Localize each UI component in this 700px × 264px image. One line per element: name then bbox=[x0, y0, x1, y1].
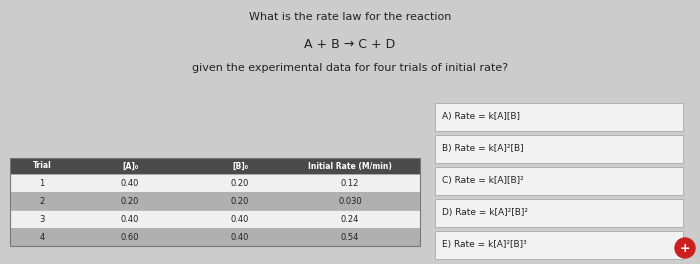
Text: [A]₀: [A]₀ bbox=[122, 162, 138, 171]
Text: 2: 2 bbox=[39, 196, 45, 205]
Text: Initial Rate (M/min): Initial Rate (M/min) bbox=[308, 162, 392, 171]
Text: 0.40: 0.40 bbox=[121, 178, 139, 187]
FancyBboxPatch shape bbox=[435, 199, 683, 227]
Text: 4: 4 bbox=[39, 233, 45, 242]
FancyBboxPatch shape bbox=[435, 135, 683, 163]
FancyBboxPatch shape bbox=[10, 228, 420, 246]
Text: What is the rate law for the reaction: What is the rate law for the reaction bbox=[248, 12, 452, 22]
Text: A) Rate = k[A][B]: A) Rate = k[A][B] bbox=[442, 112, 520, 121]
FancyBboxPatch shape bbox=[435, 231, 683, 259]
FancyBboxPatch shape bbox=[10, 210, 420, 228]
Text: 0.40: 0.40 bbox=[231, 214, 249, 224]
Text: 0.20: 0.20 bbox=[231, 178, 249, 187]
Text: Trial: Trial bbox=[33, 162, 51, 171]
Text: +: + bbox=[680, 242, 690, 254]
Text: D) Rate = k[A]²[B]²: D) Rate = k[A]²[B]² bbox=[442, 209, 528, 218]
Text: 0.20: 0.20 bbox=[121, 196, 139, 205]
FancyBboxPatch shape bbox=[435, 167, 683, 195]
Text: 3: 3 bbox=[39, 214, 45, 224]
Text: 0.40: 0.40 bbox=[231, 233, 249, 242]
Text: 0.030: 0.030 bbox=[338, 196, 362, 205]
Text: 0.20: 0.20 bbox=[231, 196, 249, 205]
FancyBboxPatch shape bbox=[10, 174, 420, 192]
Text: C) Rate = k[A][B]²: C) Rate = k[A][B]² bbox=[442, 177, 524, 186]
Text: 0.40: 0.40 bbox=[121, 214, 139, 224]
Text: E) Rate = k[A]²[B]³: E) Rate = k[A]²[B]³ bbox=[442, 241, 526, 249]
Text: 0.60: 0.60 bbox=[120, 233, 139, 242]
FancyBboxPatch shape bbox=[435, 103, 683, 131]
Text: 0.12: 0.12 bbox=[341, 178, 359, 187]
FancyBboxPatch shape bbox=[10, 158, 420, 174]
FancyBboxPatch shape bbox=[10, 192, 420, 210]
Text: 0.54: 0.54 bbox=[341, 233, 359, 242]
Text: 0.24: 0.24 bbox=[341, 214, 359, 224]
Text: given the experimental data for four trials of initial rate?: given the experimental data for four tri… bbox=[192, 63, 508, 73]
Circle shape bbox=[675, 238, 695, 258]
Text: B) Rate = k[A]²[B]: B) Rate = k[A]²[B] bbox=[442, 144, 524, 153]
Text: [B]₀: [B]₀ bbox=[232, 162, 248, 171]
Text: A + B → C + D: A + B → C + D bbox=[304, 38, 395, 51]
Text: 1: 1 bbox=[39, 178, 45, 187]
